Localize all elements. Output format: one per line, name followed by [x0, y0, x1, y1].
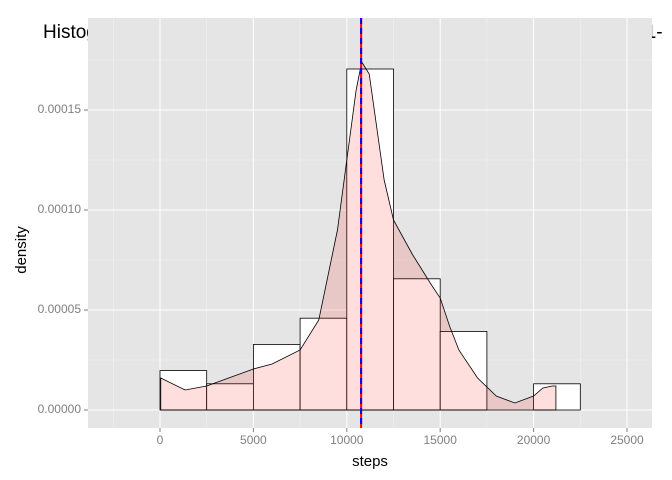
x-tick-label: 0 [157, 433, 164, 447]
histogram-bar [533, 383, 581, 411]
y-tick-label: 0.00010 [38, 202, 82, 216]
y-tick-label: 0.00000 [38, 402, 82, 416]
histogram-bar [439, 330, 488, 411]
histogram-bar [206, 383, 254, 411]
x-tick-label: 15000 [424, 433, 458, 447]
histogram-bar [393, 278, 441, 411]
histogram-bar [346, 68, 394, 411]
y-tick-label: 0.00005 [38, 302, 82, 316]
density-curve [160, 60, 557, 411]
x-tick-label: 5000 [240, 433, 267, 447]
x-axis-title: steps [352, 453, 388, 470]
x-tick-label: 10000 [330, 433, 364, 447]
y-tick-label: 0.00015 [38, 102, 82, 116]
y-axis-title: density [13, 226, 30, 274]
histogram-bar [299, 317, 348, 411]
x-tick-label: 20000 [517, 433, 551, 447]
x-tick-label: 25000 [610, 433, 644, 447]
